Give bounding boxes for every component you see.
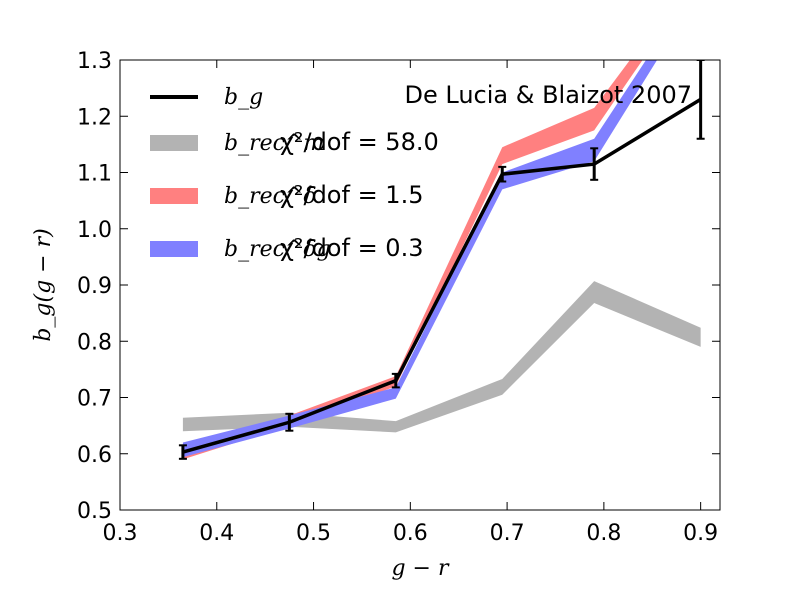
chart-annotation: De Lucia & Blaizot 2007 bbox=[405, 81, 692, 109]
y-tick-label: 0.8 bbox=[77, 330, 112, 355]
plot-axes bbox=[119, 59, 721, 511]
y-axis-label: b_g(g − r) bbox=[31, 228, 56, 341]
x-tick-label: 0.3 bbox=[103, 521, 138, 546]
band-series-0 bbox=[182, 281, 701, 433]
band-series-2 bbox=[182, 60, 658, 458]
legend-label-brec-m: b_rec^m bbox=[224, 131, 324, 156]
y-tick-label: 0.7 bbox=[77, 387, 112, 412]
legend-chi2-brec-m: χ²/dof = 58.0 bbox=[280, 128, 439, 156]
legend-chi2-brec-deltag: χ²/dof = 0.3 bbox=[280, 234, 423, 262]
x-tick-label: 0.9 bbox=[683, 521, 718, 546]
legend-label-bg: b_g bbox=[224, 85, 263, 110]
y-tick-label: 0.5 bbox=[77, 499, 112, 524]
x-tick-label: 0.6 bbox=[393, 521, 428, 546]
legend-chi2-brec-delta: χ²/dof = 1.5 bbox=[280, 181, 423, 209]
series-line bbox=[178, 60, 705, 460]
y-tick-label: 0.9 bbox=[77, 274, 112, 299]
series-bands bbox=[182, 60, 701, 460]
x-axis-label: g − r bbox=[391, 556, 450, 581]
y-tick-label: 1.0 bbox=[77, 218, 112, 243]
tick-labels: 0.3 0.4 0.5 0.6 0.7 0.8 0.9 0.5 0.6 0.7 0.8 0.9 1.0 1… bbox=[77, 49, 718, 546]
x-tick-label: 0.4 bbox=[199, 521, 234, 546]
y-tick-label: 1.2 bbox=[77, 105, 112, 130]
x-tick-label: 0.7 bbox=[490, 521, 525, 546]
legend-label-brec-delta: b_rec^δ̄ bbox=[224, 184, 317, 209]
x-tick-label: 0.5 bbox=[296, 521, 331, 546]
x-tick-label: 0.8 bbox=[586, 521, 621, 546]
line-series-3 bbox=[182, 97, 702, 454]
y-tick-label: 1.3 bbox=[77, 49, 112, 74]
y-tick-label: 0.6 bbox=[77, 443, 112, 468]
y-tick-label: 1.1 bbox=[77, 162, 112, 187]
legend-label-brec-deltag: b_rec^δ̄g bbox=[224, 237, 331, 262]
legend: b_g b_rec^m χ²/dof = 58.0 b_rec^δ̄ χ²/do… bbox=[150, 85, 439, 262]
